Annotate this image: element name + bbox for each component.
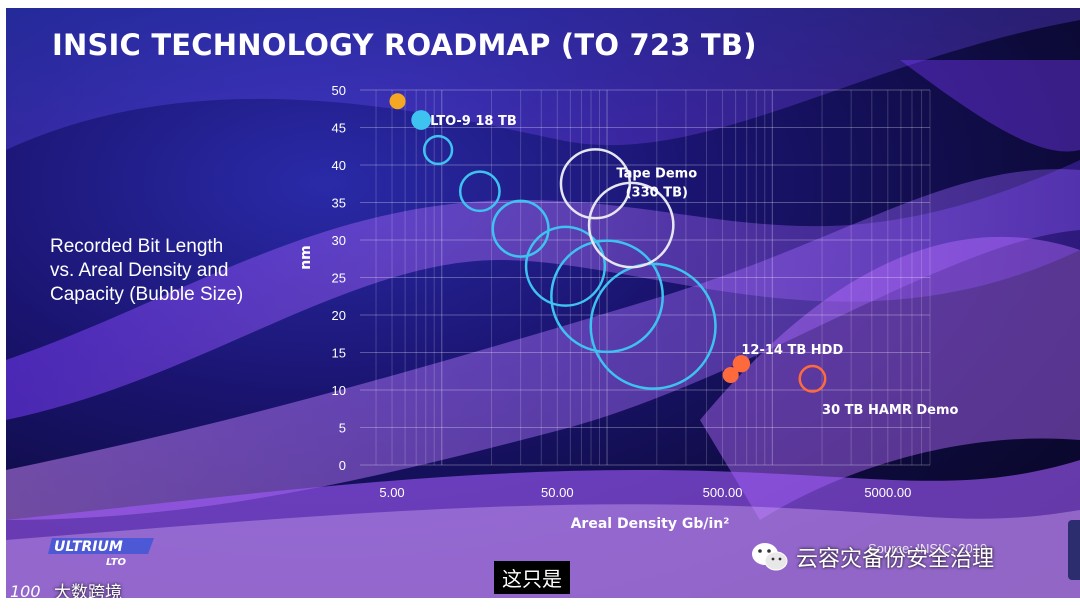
lto-logo-text: LTO xyxy=(106,557,127,568)
bubble xyxy=(389,93,406,110)
annotation-label: 12-14 TB HDD xyxy=(741,343,843,358)
slide-title: INSIC TECHNOLOGY ROADMAP (TO 723 TB) xyxy=(52,28,757,62)
bubble xyxy=(524,225,607,307)
annotation-label: Tape Demo xyxy=(616,167,697,182)
bubble xyxy=(491,199,550,258)
y-tick-label: 30 xyxy=(332,233,346,248)
source-credit: Source: INSIC, 2019 xyxy=(868,541,988,556)
ultrium-logo-text: ULTRIUM xyxy=(54,539,123,555)
corner-brand-icon: 100 xyxy=(10,582,41,601)
frame-left xyxy=(0,0,6,612)
wechat-icon xyxy=(752,543,788,571)
annotation-label: LTO-9 18 TB xyxy=(430,114,517,129)
x-axis-label: Areal Density Gb/in² xyxy=(571,516,730,532)
wechat-account-name: 云容灾备份安全治理 xyxy=(796,547,995,572)
video-caption: 这只是 xyxy=(494,561,570,594)
chart-annotations: LTO-9 18 TB Tape Demo (330 TB) 12-14 TB HDD… xyxy=(430,114,958,418)
y-tick-label: 45 xyxy=(332,121,346,136)
y-tick-label: 40 xyxy=(332,158,346,173)
y-axis-label: nm xyxy=(298,245,314,270)
ultrium-lto-logo: ULTRIUM LTO xyxy=(48,538,154,568)
bubble xyxy=(798,364,827,393)
chart-axes: 0 5 10 15 20 25 30 35 40 45 50 5.00 50.00 500.00 5000.… xyxy=(298,83,911,532)
corner-brand-mark: 100 xyxy=(10,582,41,601)
bubble xyxy=(732,355,751,373)
wechat-watermark: 云容灾备份安全治理 xyxy=(750,540,994,574)
description-line-2: vs. Areal Density and xyxy=(50,260,229,281)
bubble xyxy=(587,181,675,269)
y-tick-label: 0 xyxy=(339,458,346,473)
annotation-label: 30 TB HAMR Demo xyxy=(822,403,958,418)
y-tick-label: 25 xyxy=(332,271,346,286)
chart-description: Recorded Bit Length vs. Areal Density an… xyxy=(50,235,270,307)
description-line-1: Recorded Bit Length xyxy=(50,236,224,257)
y-tick-label: 50 xyxy=(332,83,346,98)
x-tick-label: 500.00 xyxy=(703,485,743,500)
x-tick-label: 50.00 xyxy=(541,485,574,500)
x-tick-label: 5.00 xyxy=(379,485,404,500)
side-tab xyxy=(1068,520,1080,580)
y-tick-label: 35 xyxy=(332,196,346,211)
chart-points xyxy=(389,93,827,393)
bubble xyxy=(458,170,501,213)
bubble xyxy=(422,134,454,166)
bubble xyxy=(722,366,739,384)
frame-bottom xyxy=(0,598,1080,612)
y-tick-label: 10 xyxy=(332,383,346,398)
bubble xyxy=(411,110,431,130)
frame-top xyxy=(0,0,1080,8)
y-tick-label: 20 xyxy=(332,308,346,323)
bubble xyxy=(589,262,717,390)
y-tick-label: 5 xyxy=(339,421,346,436)
chart-grid xyxy=(360,89,931,466)
y-tick-label: 15 xyxy=(332,346,346,361)
description-line-3: Capacity (Bubble Size) xyxy=(50,284,244,305)
x-tick-label: 5000.00 xyxy=(864,485,911,500)
annotation-label: (330 TB) xyxy=(626,185,688,200)
bubble xyxy=(550,239,664,354)
